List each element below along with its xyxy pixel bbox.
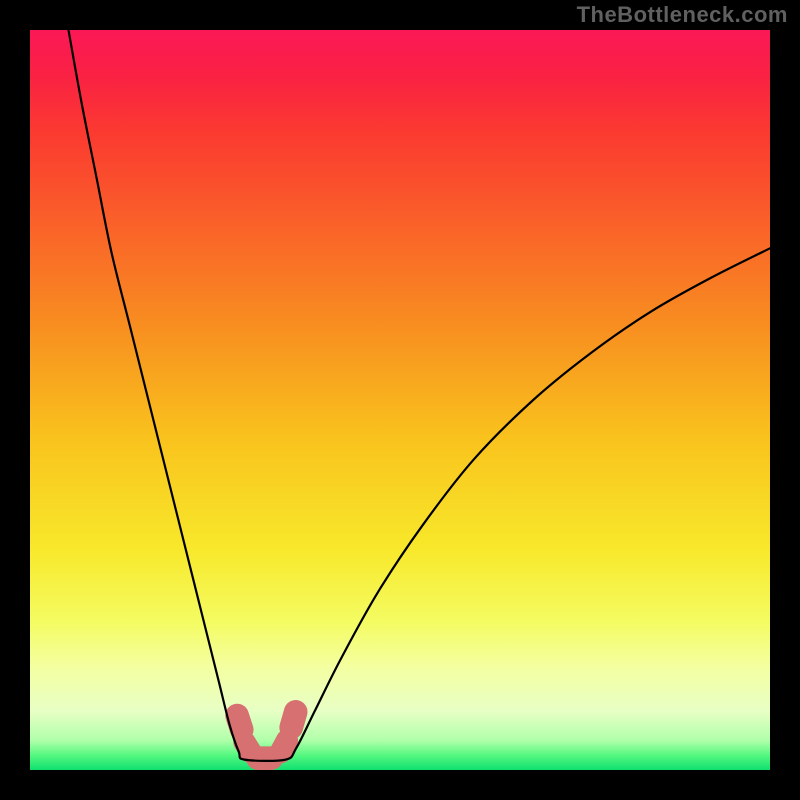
figure-root: TheBottleneck.com	[0, 0, 800, 800]
plot-area	[30, 30, 770, 770]
gradient-background	[30, 30, 770, 770]
watermark-text: TheBottleneck.com	[577, 2, 788, 28]
